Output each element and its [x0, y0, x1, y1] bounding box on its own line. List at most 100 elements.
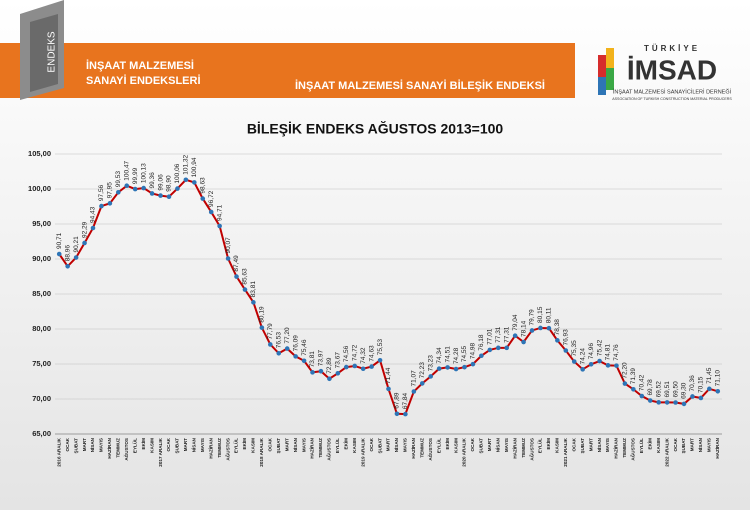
data-label: 99,99 [132, 167, 139, 184]
data-point [580, 367, 585, 372]
data-label: 74,55 [461, 345, 468, 362]
data-point [462, 364, 467, 370]
logo-text: ENDEKS [47, 31, 58, 72]
data-point [605, 363, 611, 368]
data-label: 85,63 [242, 268, 249, 285]
data-point [470, 361, 476, 367]
x-tick-label: HAZİRAN [714, 437, 720, 458]
data-point [166, 194, 172, 199]
data-label: 71,10 [714, 370, 721, 387]
brand-icon [598, 77, 606, 95]
data-label: 87,49 [233, 255, 240, 272]
data-label: 74,98 [470, 342, 477, 359]
data-point [200, 196, 206, 201]
x-tick-label: EYLÜL [233, 438, 239, 453]
header-band [0, 43, 575, 98]
data-label: 77,31 [503, 326, 510, 343]
data-label: 80,15 [537, 306, 544, 323]
x-tick-label: MAYIS [301, 438, 306, 452]
data-label: 90,21 [73, 236, 80, 253]
x-tick-label: AĞUSTOS [629, 438, 636, 461]
data-label: 74,81 [605, 344, 612, 361]
logo-inner [30, 14, 58, 92]
data-label: 67,89 [394, 392, 401, 409]
data-label: 69,78 [647, 379, 654, 396]
data-label: 77,01 [487, 328, 494, 345]
data-label: 74,51 [444, 346, 451, 363]
data-label: 74,34 [436, 347, 443, 364]
data-label: 74,28 [453, 347, 460, 364]
data-label: 96,72 [208, 190, 215, 207]
x-tick-label: EKİM [444, 438, 450, 450]
data-point [487, 347, 493, 353]
x-tick-label: EKİM [646, 438, 652, 450]
data-label: 72,89 [326, 357, 333, 374]
data-point [352, 363, 358, 369]
data-label: 92,29 [81, 221, 88, 238]
data-point [563, 348, 569, 353]
data-point [647, 398, 653, 403]
data-label: 72,20 [622, 362, 629, 379]
data-point [445, 365, 450, 370]
data-point [394, 411, 400, 417]
y-tick-label: 70,00 [32, 394, 51, 403]
data-point [267, 342, 273, 347]
x-tick-label: ŞUBAT [276, 438, 281, 454]
x-tick-label: ŞUBAT [377, 438, 382, 454]
x-tick-label: AĞUSTOS [426, 438, 433, 461]
data-label: 72,23 [419, 362, 426, 379]
data-label: 99,36 [149, 172, 156, 189]
data-point [116, 189, 121, 195]
data-label: 80,11 [546, 307, 553, 323]
data-point [690, 394, 695, 399]
data-point [521, 339, 526, 345]
x-tick-label: ŞUBAT [479, 438, 484, 454]
data-label: 69,30 [681, 382, 688, 399]
section-title: İNŞAAT MALZEMESİ [86, 59, 194, 72]
data-point [639, 393, 645, 399]
data-point [225, 256, 231, 261]
x-tick-label: KASIM [352, 438, 357, 453]
x-tick-label: MART [690, 438, 695, 451]
data-point [698, 395, 704, 401]
data-label: 80,19 [259, 306, 266, 323]
data-point [571, 359, 577, 364]
x-tick-label: 2018 ARALIK [259, 437, 264, 466]
data-point [99, 203, 104, 209]
data-label: 69,51 [664, 381, 671, 398]
data-point [428, 374, 434, 379]
data-point [335, 371, 341, 376]
x-tick-label: NİSAN [292, 437, 298, 452]
data-label: 79,79 [529, 309, 536, 326]
brand-icon [606, 48, 614, 68]
data-point [411, 389, 417, 394]
data-point [512, 333, 518, 339]
data-label: 94,43 [90, 206, 97, 223]
data-point [284, 346, 290, 351]
data-label: 78,38 [554, 319, 561, 336]
data-point [56, 251, 62, 257]
data-point [403, 411, 408, 417]
x-tick-label: NİSAN [191, 437, 197, 452]
x-tick-label: MAYIS [707, 438, 712, 452]
tagline: İNŞAAT MALZEMESİ SANAYİCİLERİ DERNEĞİ [613, 88, 732, 95]
data-point [251, 300, 256, 305]
data-point [301, 358, 307, 364]
x-tick-label: 2017 ARALIK [158, 437, 163, 466]
x-tick-label: 2019 ARALIK [360, 437, 365, 466]
data-point [141, 185, 146, 191]
data-point [183, 177, 189, 183]
data-label: 70,36 [689, 375, 696, 392]
data-point [707, 386, 712, 392]
x-tick-label: OCAK [673, 437, 678, 451]
data-point [124, 183, 130, 189]
x-tick-label: OCAK [268, 437, 273, 451]
data-point [192, 180, 197, 185]
x-tick-label: TEMMUZ [521, 438, 526, 458]
data-point [293, 354, 298, 359]
x-tick-label: KASIM [149, 438, 154, 453]
data-label: 74,32 [360, 347, 367, 364]
data-label: 101,32 [183, 154, 190, 174]
y-tick-label: 105,00 [28, 149, 51, 158]
y-tick-label: 80,00 [32, 324, 51, 333]
